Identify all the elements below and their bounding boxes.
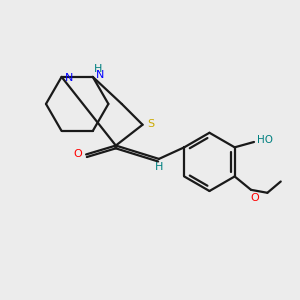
Text: N: N xyxy=(96,70,104,80)
Text: N: N xyxy=(65,74,73,83)
Text: S: S xyxy=(147,119,155,129)
Text: H: H xyxy=(155,162,163,172)
Text: O: O xyxy=(74,149,82,160)
Text: H: H xyxy=(94,64,102,74)
Text: O: O xyxy=(250,193,259,203)
Text: HO: HO xyxy=(257,136,273,146)
